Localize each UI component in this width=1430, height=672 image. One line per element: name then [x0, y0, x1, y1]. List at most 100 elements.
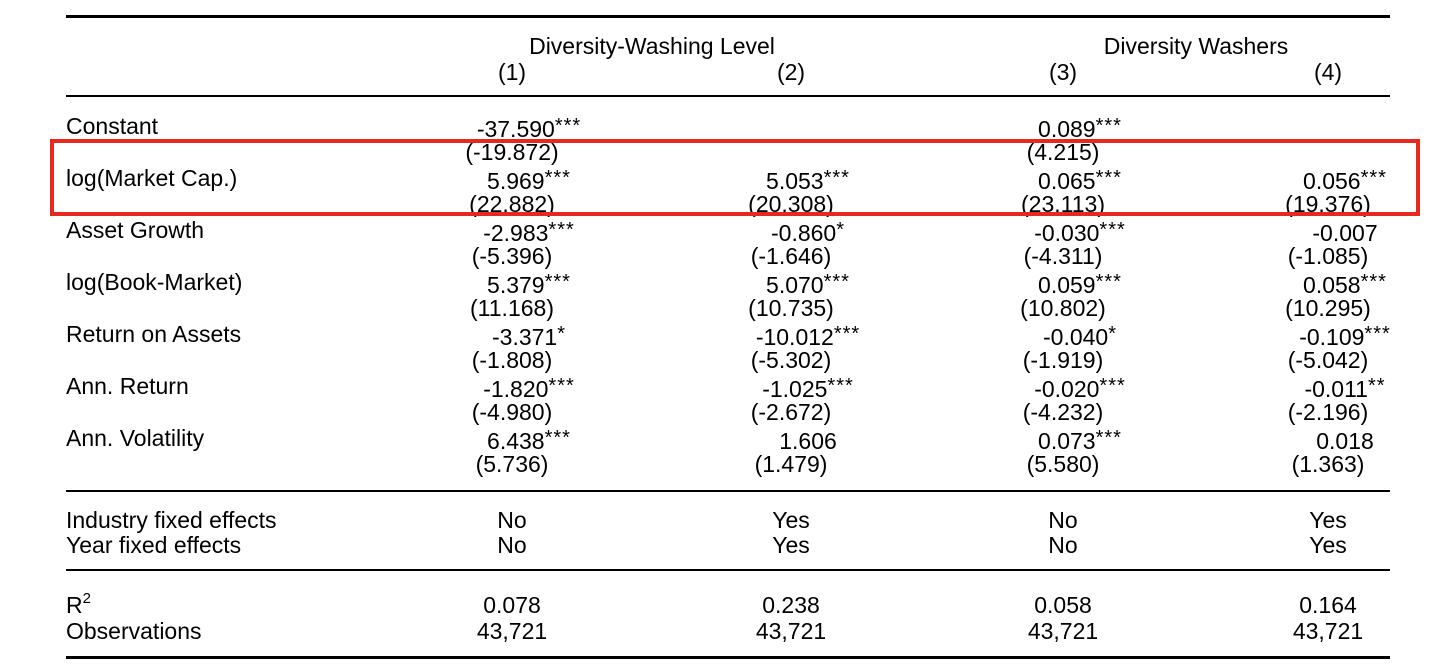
- t-statistic: (-19.872): [465, 139, 559, 165]
- significance-stars: ***: [544, 271, 571, 293]
- coefficient-value: -0.040: [1042, 324, 1109, 350]
- coefficient-cell: 0.089***: [1038, 113, 1122, 142]
- coefficient-value: 0.089: [1038, 116, 1096, 142]
- t-statistic: (10.295): [1285, 295, 1371, 321]
- coefficient-cell: -0.011**: [1304, 373, 1385, 402]
- obs-col2: 43,721: [755, 618, 827, 644]
- coefficient-cell: 0.073***: [1038, 425, 1122, 454]
- row-label: Ann. Volatility: [66, 425, 205, 451]
- t-statistic: (1.363): [1291, 451, 1365, 477]
- significance-stars: ***: [823, 271, 850, 293]
- fe-label-industry: Industry fixed effects: [66, 507, 277, 533]
- row-label: Constant: [66, 113, 159, 139]
- coefficient-cell: -0.860*: [771, 217, 845, 246]
- obs-col4: 43,721: [1292, 618, 1364, 644]
- coefficient-cell: -1.025***: [762, 373, 854, 402]
- mid-rule-1: [66, 490, 1390, 492]
- significance-stars: ***: [1095, 271, 1122, 293]
- t-statistic: (1.479): [754, 451, 828, 477]
- significance-stars: ***: [1099, 375, 1126, 397]
- coefficient-cell: -37.590***: [477, 113, 581, 142]
- coefficient-cell: 0.018: [1316, 425, 1374, 454]
- t-statistic: (-5.396): [471, 243, 553, 269]
- t-statistic: (-1.646): [750, 243, 832, 269]
- fe-industry-col1: No: [497, 507, 527, 533]
- coefficient-value: -37.590: [476, 116, 555, 142]
- r2-col2: 0.238: [762, 592, 820, 618]
- coefficient-value: 0.073: [1038, 428, 1096, 454]
- obs-col1: 43,721: [476, 618, 548, 644]
- fe-year-col3: No: [1048, 532, 1078, 558]
- t-statistic: (5.580): [1026, 451, 1100, 477]
- coefficient-value: -10.012: [755, 324, 834, 350]
- significance-stars: ***: [1099, 219, 1126, 241]
- coefficient-value: 0.056: [1303, 168, 1361, 194]
- significance-stars: ***: [833, 323, 861, 345]
- coefficient-value: -3.371: [491, 324, 558, 350]
- t-statistic: (5.736): [475, 451, 549, 477]
- significance-stars: ***: [544, 427, 571, 449]
- coefficient-cell: -0.007: [1312, 217, 1377, 246]
- t-statistic: (-4.232): [1022, 399, 1104, 425]
- coefficient-value: -0.860: [770, 220, 837, 246]
- fe-year-col4: Yes: [1309, 532, 1347, 558]
- t-statistic: (-5.302): [750, 347, 832, 373]
- significance-stars: ***: [544, 167, 571, 189]
- coefficient-cell: 5.969***: [487, 165, 571, 194]
- fe-label-year: Year fixed effects: [66, 532, 242, 558]
- bottom-rule: [66, 656, 1390, 659]
- group-header-washers: Diversity Washers: [1103, 33, 1289, 59]
- r2-letter: R: [66, 592, 83, 618]
- r2-col4: 0.164: [1299, 592, 1357, 618]
- coefficient-value: -0.109: [1299, 324, 1365, 350]
- coefficient-value: 6.438: [487, 428, 545, 454]
- column-number-3: (3): [1048, 59, 1078, 85]
- significance-stars: ***: [1364, 323, 1391, 345]
- coefficient-cell: 5.053***: [766, 165, 850, 194]
- coefficient-cell: 6.438***: [487, 425, 571, 454]
- row-label: Ann. Return: [66, 373, 189, 399]
- coefficient-value: -0.011: [1304, 376, 1368, 402]
- fe-year-col1: No: [497, 532, 527, 558]
- t-statistic: (10.802): [1020, 295, 1106, 321]
- coefficient-value: 5.053: [766, 168, 824, 194]
- coefficient-value: 5.969: [487, 168, 545, 194]
- t-statistic: (10.735): [748, 295, 834, 321]
- fe-industry-col3: No: [1048, 507, 1078, 533]
- significance-stars: *: [836, 219, 846, 241]
- significance-stars: **: [1367, 375, 1386, 397]
- coefficient-cell: 5.070***: [766, 269, 850, 298]
- coefficient-value: 1.606: [779, 428, 837, 454]
- coefficient-cell: -10.012***: [756, 321, 860, 350]
- row-label: Return on Assets: [66, 321, 242, 347]
- significance-stars: *: [1108, 323, 1118, 345]
- t-statistic: (-4.980): [471, 399, 553, 425]
- significance-stars: ***: [1360, 271, 1387, 293]
- column-number-4: (4): [1313, 59, 1343, 85]
- significance-stars: ***: [823, 167, 850, 189]
- significance-stars: ***: [1095, 427, 1122, 449]
- coefficient-cell: 1.606: [779, 425, 837, 454]
- coefficient-value: 0.018: [1316, 428, 1374, 454]
- significance-stars: ***: [827, 375, 854, 397]
- row-label: log(Book-Market): [66, 269, 243, 295]
- top-rule: [66, 15, 1390, 18]
- coefficient-value: 0.059: [1038, 272, 1096, 298]
- significance-stars: ***: [554, 115, 582, 137]
- highlight-box: [50, 139, 1420, 216]
- coefficient-value: 0.065: [1038, 168, 1096, 194]
- significance-stars: ***: [548, 219, 575, 241]
- r2-col3: 0.058: [1034, 592, 1092, 618]
- t-statistic: (-2.672): [750, 399, 832, 425]
- header-rule: [66, 95, 1390, 97]
- significance-stars: ***: [1360, 167, 1387, 189]
- coefficient-cell: 0.065***: [1038, 165, 1122, 194]
- column-number-1: (1): [497, 59, 527, 85]
- t-statistic: (-1.919): [1022, 347, 1104, 373]
- coefficient-cell: -3.371*: [492, 321, 566, 350]
- row-label: Asset Growth: [66, 217, 205, 243]
- coefficient-cell: -0.040*: [1043, 321, 1117, 350]
- significance-stars: *: [557, 323, 567, 345]
- coefficient-cell: 0.058***: [1303, 269, 1387, 298]
- coefficient-value: -1.820: [483, 376, 549, 402]
